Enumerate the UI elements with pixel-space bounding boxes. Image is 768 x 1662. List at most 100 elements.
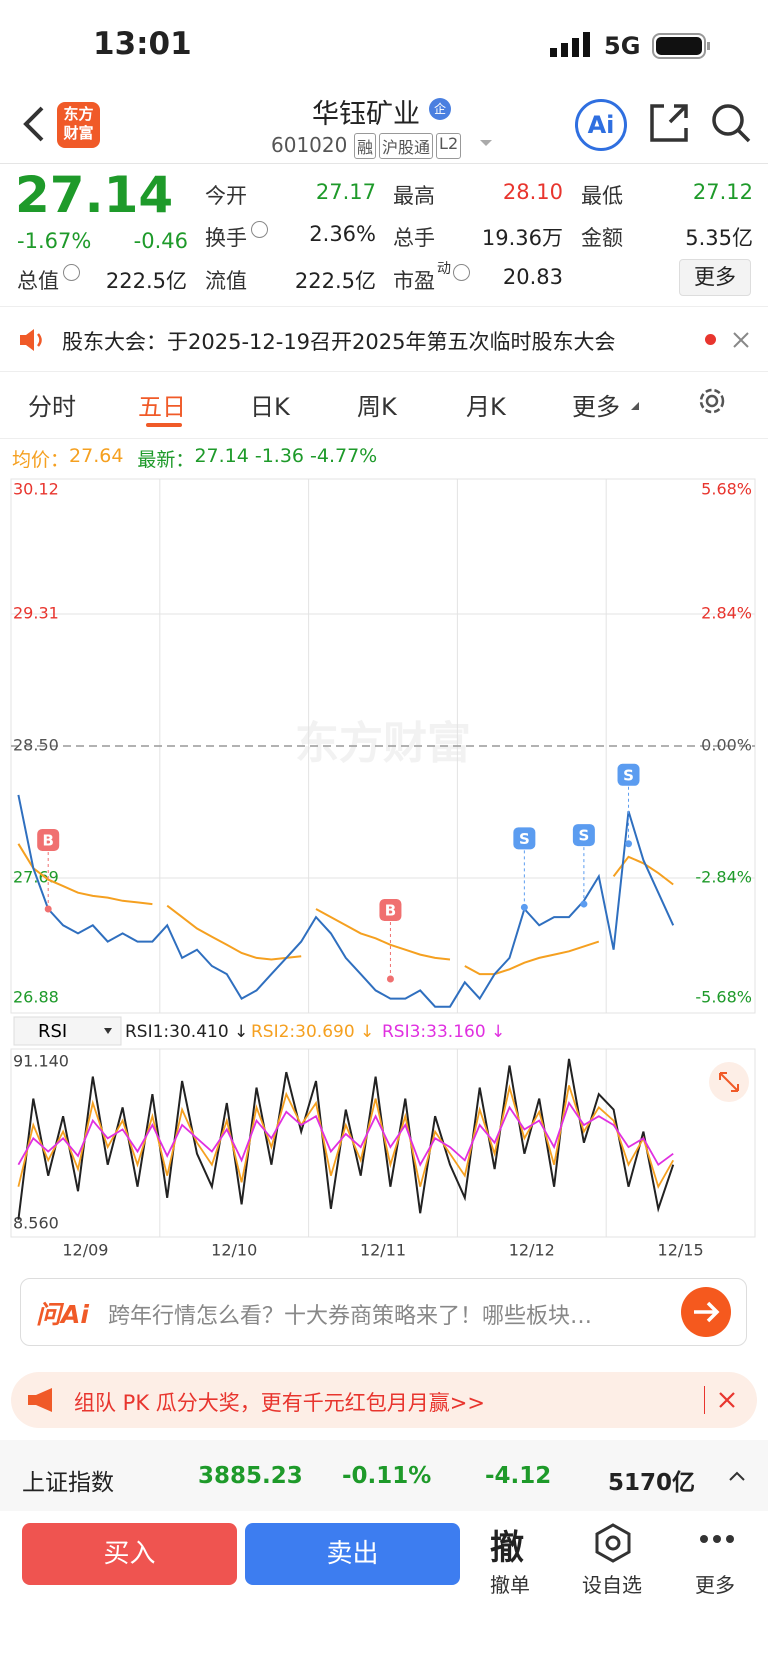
search-icon[interactable]	[710, 102, 752, 144]
rsi-line	[17, 1100, 674, 1167]
tab[interactable]: 五日	[138, 393, 186, 421]
network: 5G	[604, 32, 641, 60]
watchlist-icon[interactable]	[594, 1523, 632, 1563]
ai-button[interactable]: Ai	[575, 99, 627, 151]
marker-badge	[572, 824, 595, 847]
index-value: 3885.23	[198, 1463, 303, 1489]
chart-legend: 均价： 27.64 最新： 27.14 -1.36 -4.77%	[12, 445, 377, 472]
close-icon[interactable]	[718, 1391, 736, 1409]
share-icon[interactable]	[648, 102, 690, 144]
banner-text: 组队 PK 瓜分大奖，更有千元红包月月赢>>	[74, 1391, 485, 1415]
x-tick-label: 12/09	[62, 1241, 108, 1260]
index-change-pct: -0.11%	[342, 1463, 432, 1489]
field-label: 总值	[17, 269, 59, 293]
divider	[0, 438, 768, 439]
field-label: 市盈	[393, 269, 435, 293]
tab[interactable]: 周K	[357, 393, 397, 421]
rsi-label: RSI3:33.160 ↓	[382, 1022, 505, 1042]
tab[interactable]: 月K	[466, 393, 506, 421]
rsi-line	[17, 1084, 674, 1189]
field-value: 28.10	[502, 180, 563, 204]
battery-icon	[652, 33, 710, 59]
tab[interactable]: 日K	[250, 393, 290, 421]
more-icon[interactable]	[699, 1534, 735, 1544]
index-bar[interactable]	[0, 1440, 768, 1511]
last-change-pct: -4.77%	[310, 445, 378, 467]
y2-tick-label: -5.68%	[695, 988, 752, 1007]
watermark: 东方财富	[295, 718, 471, 769]
time: 13:01	[93, 26, 192, 62]
y2-tick-label: -2.84%	[695, 868, 752, 887]
dropdown-icon[interactable]	[478, 138, 494, 148]
settings-icon[interactable]	[697, 386, 727, 416]
sell-button[interactable]: 卖出	[245, 1523, 460, 1585]
field-label-sup: 动	[437, 261, 451, 277]
field-label: 最低	[581, 184, 623, 208]
tab-underline	[146, 423, 182, 427]
marker-badge	[513, 827, 536, 850]
watchlist-label[interactable]: 设自选	[582, 1573, 642, 1597]
field-value: 20.83	[502, 265, 563, 289]
y-tick-label: 26.88	[13, 988, 59, 1007]
speaker-icon	[20, 329, 42, 351]
tab[interactable]: 更多	[572, 393, 620, 421]
signal-icon	[550, 32, 590, 57]
trade-marker	[386, 975, 394, 983]
avg-line	[17, 843, 674, 976]
dropdown-icon	[631, 402, 639, 410]
avg-value: 27.64	[69, 445, 124, 467]
send-button[interactable]	[680, 1286, 732, 1338]
more-button[interactable]: 更多	[679, 259, 751, 296]
last-value: 27.14	[194, 445, 249, 467]
buy-button[interactable]: 买入	[22, 1523, 237, 1585]
marker-label: S	[519, 830, 530, 848]
avg-label: 均价：	[12, 449, 70, 471]
field-label: 今开	[205, 184, 247, 208]
divider	[0, 306, 768, 307]
rsi-line	[17, 1058, 675, 1220]
y2-tick-label: 0.00%	[701, 736, 752, 755]
tag: L2	[436, 133, 462, 159]
marker-label: B	[42, 831, 53, 849]
close-icon[interactable]	[731, 330, 751, 350]
field-label: 流值	[205, 269, 247, 293]
marker-badge	[617, 763, 640, 786]
back-button[interactable]	[20, 104, 50, 144]
field-label: 总手	[393, 226, 435, 250]
rsi-label: RSI1:30.410 ↓	[125, 1022, 248, 1042]
y2-tick-label: 5.68%	[701, 480, 752, 499]
info-icon	[63, 264, 80, 281]
field-value: 19.36万	[481, 226, 563, 250]
stock-name: 华钰矿业	[312, 99, 420, 130]
ai-box[interactable]	[20, 1278, 747, 1346]
field-value: 5.35亿	[685, 226, 753, 250]
rsi-tick-label: 8.560	[13, 1214, 59, 1233]
rsi-select	[13, 1016, 122, 1046]
field-value: 222.5亿	[294, 269, 376, 293]
field-value: 222.5亿	[105, 269, 187, 293]
expand-icon[interactable]	[728, 1470, 746, 1482]
app-logo: 东方 财富	[57, 102, 100, 148]
trade-marker	[44, 905, 52, 913]
logo-line: 财富	[63, 124, 94, 142]
chart: 东方财富30.1229.3128.5027.6926.885.68%2.84%0…	[10, 478, 756, 1260]
x-tick-label: 12/12	[509, 1241, 555, 1260]
tag: 沪股通	[379, 133, 434, 159]
change-pct: -1.67%	[17, 229, 92, 253]
rsi-select-label: RSI	[38, 1021, 67, 1042]
cancel-icon[interactable]: 撤	[490, 1528, 524, 1568]
field-label: 换手	[205, 226, 247, 250]
logo-line: 东方	[63, 105, 94, 123]
banner[interactable]	[11, 1372, 757, 1428]
cancel-label[interactable]: 撤单	[490, 1573, 530, 1597]
ai-prompt: 跨年行情怎么看？十大券商策略来了！哪些板块…	[108, 1304, 593, 1329]
field-label: 最高	[393, 184, 435, 208]
tab[interactable]: 分时	[28, 393, 76, 421]
marker-badge	[379, 899, 402, 922]
notice: 股东大会：于2025-12-19召开2025年第五次临时股东大会	[62, 330, 616, 354]
marker-label: S	[578, 827, 589, 845]
tag: 融	[354, 133, 377, 159]
more-label[interactable]: 更多	[695, 1573, 735, 1597]
x-tick-label: 12/10	[211, 1241, 257, 1260]
